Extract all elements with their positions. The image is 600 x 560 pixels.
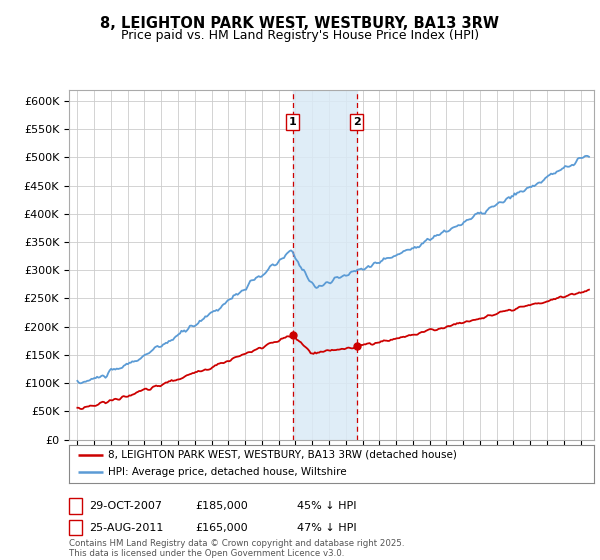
Text: £185,000: £185,000	[195, 501, 248, 511]
Text: £165,000: £165,000	[195, 522, 248, 533]
Text: 8, LEIGHTON PARK WEST, WESTBURY, BA13 3RW: 8, LEIGHTON PARK WEST, WESTBURY, BA13 3R…	[101, 16, 499, 31]
Text: 47% ↓ HPI: 47% ↓ HPI	[297, 522, 356, 533]
Text: 8, LEIGHTON PARK WEST, WESTBURY, BA13 3RW (detached house): 8, LEIGHTON PARK WEST, WESTBURY, BA13 3R…	[109, 450, 457, 460]
Text: 1: 1	[289, 117, 296, 127]
Bar	[293, 90, 356, 440]
Text: 2: 2	[353, 117, 361, 127]
Text: 25-AUG-2011: 25-AUG-2011	[89, 522, 163, 533]
Text: HPI: Average price, detached house, Wiltshire: HPI: Average price, detached house, Wilt…	[109, 468, 347, 478]
Text: 45% ↓ HPI: 45% ↓ HPI	[297, 501, 356, 511]
Text: Contains HM Land Registry data © Crown copyright and database right 2025.
This d: Contains HM Land Registry data © Crown c…	[69, 539, 404, 558]
Text: 1: 1	[72, 501, 79, 511]
Text: 29-OCT-2007: 29-OCT-2007	[89, 501, 162, 511]
Text: 2: 2	[72, 522, 79, 533]
Text: Price paid vs. HM Land Registry's House Price Index (HPI): Price paid vs. HM Land Registry's House …	[121, 29, 479, 42]
